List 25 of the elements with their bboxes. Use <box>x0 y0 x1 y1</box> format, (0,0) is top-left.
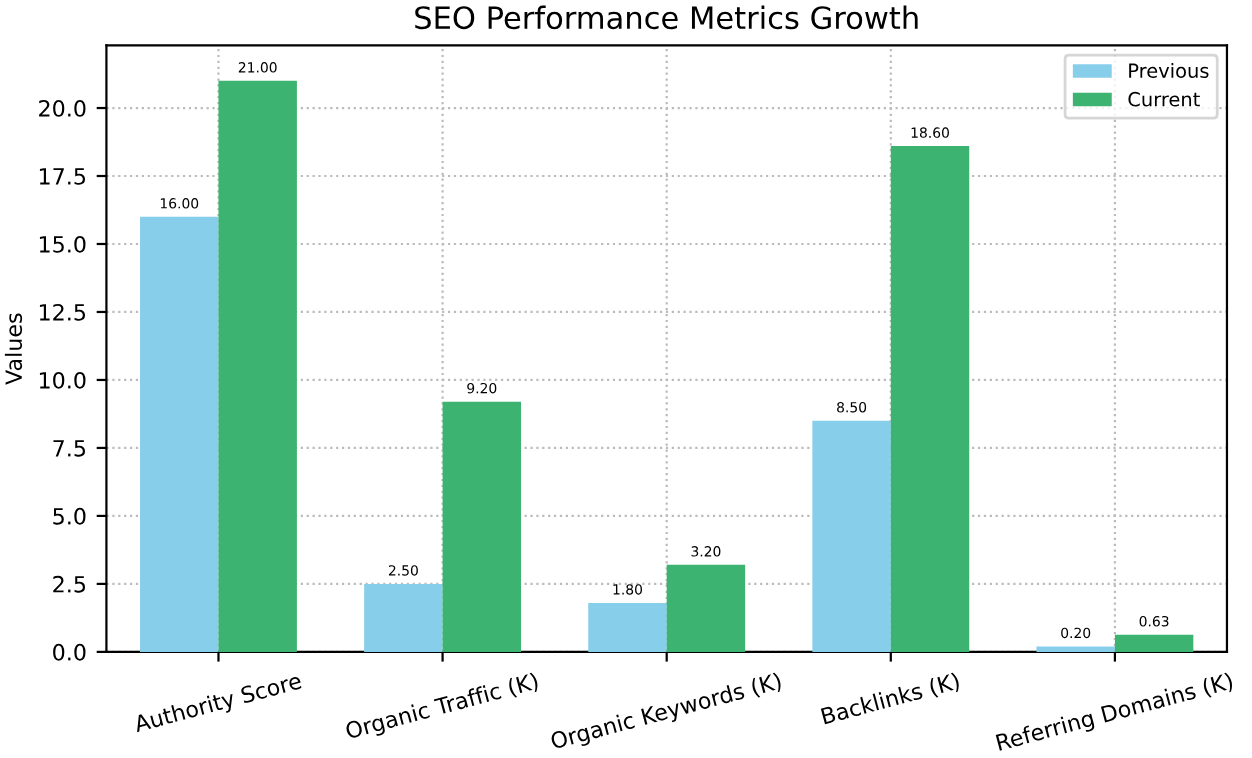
x-tick-label: Organic Traffic (K) <box>344 671 540 744</box>
bar <box>364 583 443 652</box>
y-tick-label: 0.0 <box>53 643 86 661</box>
y-tick-label: 15.0 <box>39 235 86 253</box>
chart-title: SEO Performance Metrics Growth <box>415 5 918 30</box>
legend-label: Current <box>1128 91 1200 107</box>
bar <box>812 420 891 652</box>
y-tick-label: 5.0 <box>53 507 86 525</box>
bar <box>666 564 746 652</box>
y-tick-label: 2.5 <box>53 575 86 593</box>
y-axis-title: Values <box>4 313 23 385</box>
y-tick-label: 7.5 <box>53 440 86 457</box>
bar <box>588 602 667 652</box>
bar <box>442 401 522 652</box>
bar <box>1036 646 1115 652</box>
y-tick-label: 12.5 <box>39 303 86 321</box>
y-tick-label: 17.5 <box>39 168 86 185</box>
bar <box>1114 634 1194 652</box>
bar <box>140 216 219 652</box>
legend-label: Previous <box>1129 62 1209 79</box>
y-tick-label: 10.0 <box>39 371 86 389</box>
bar <box>890 146 970 652</box>
x-tick-label: Referring Domains (K) <box>995 671 1235 756</box>
y-tick-label: 20.0 <box>39 99 86 117</box>
bar <box>218 80 297 652</box>
